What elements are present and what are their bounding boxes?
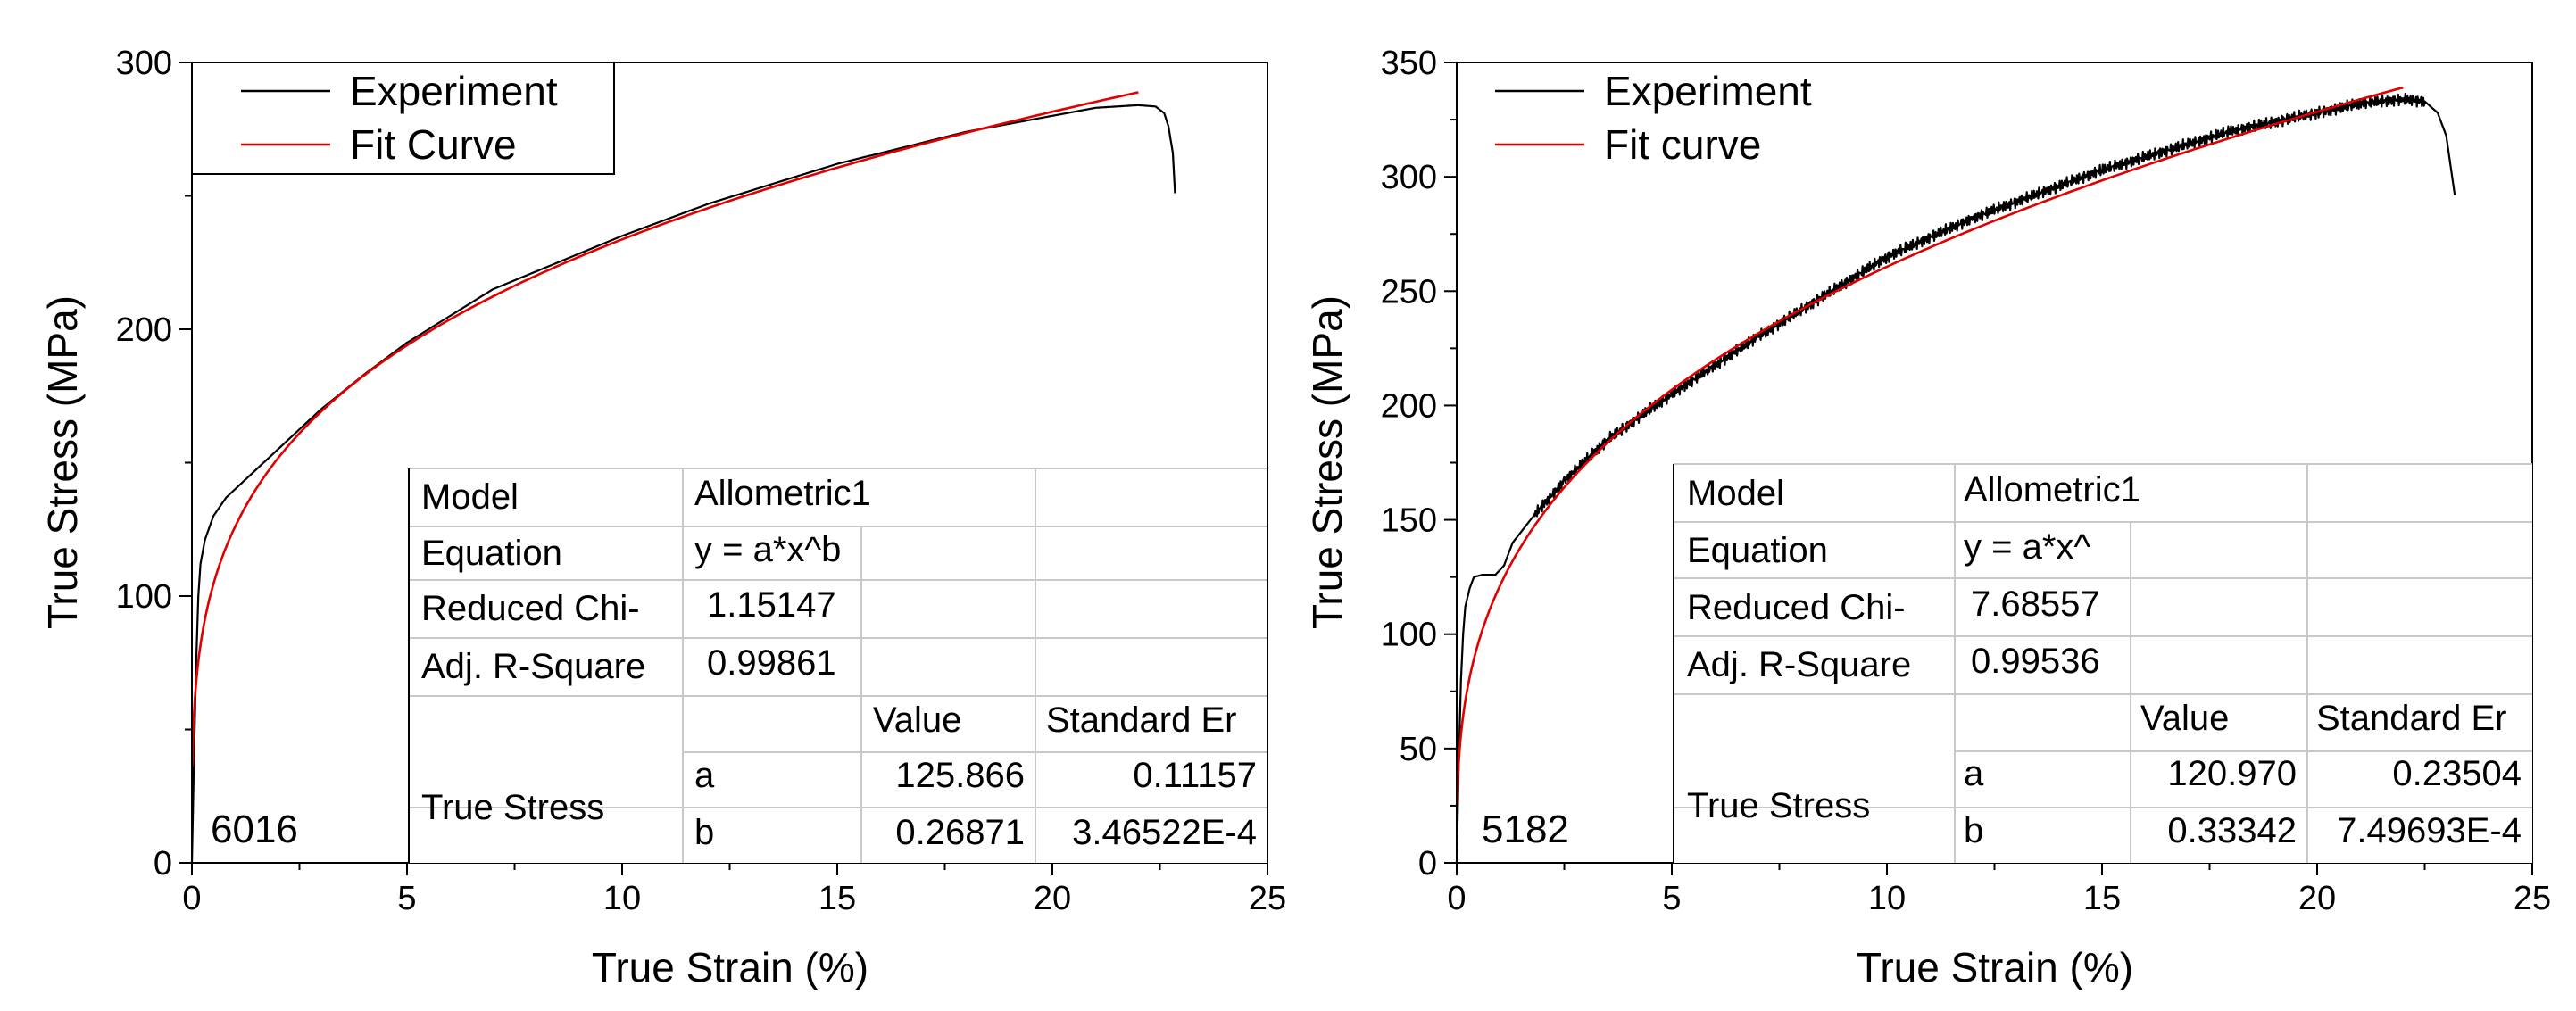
fit-param-b-value: 0.33342 [2167, 811, 2297, 850]
fit-param-b-name: b [1964, 811, 1983, 850]
sample-label: 5182 [1482, 808, 1569, 851]
y-tick-label: 0 [1418, 845, 1437, 883]
fit-model-label: Model [1687, 474, 1784, 513]
x-tick-label: 5 [397, 880, 416, 917]
x-tick-label: 20 [1034, 880, 1071, 917]
fit-group-label: True Stress [421, 788, 604, 827]
fit-model-value: Allometric1 [1964, 470, 2140, 510]
x-axis-title: True Strain (%) [592, 944, 868, 990]
y-tick-label: 200 [1381, 387, 1437, 425]
fit-rsq-label: Adj. R-Square [421, 647, 645, 686]
y-tick-label: 0 [154, 845, 172, 883]
chart-right: 0510152025050100150200250300350 Experime… [1304, 45, 2551, 990]
fit-stderr-header: Standard Er [2316, 699, 2506, 738]
x-tick-label: 25 [1249, 880, 1286, 917]
fit-value-header: Value [873, 700, 961, 740]
fit-chi-value: 7.68557 [1971, 584, 2100, 624]
x-tick-label: 10 [1868, 880, 1906, 917]
fit-equation-value: y = a*x^ [1964, 527, 2090, 567]
x-tick-label: 25 [2514, 880, 2551, 917]
y-tick-label: 300 [1381, 159, 1437, 196]
x-axis-title: True Strain (%) [1857, 944, 2133, 990]
y-tick-label: 350 [1381, 45, 1437, 82]
x-tick-label: 15 [819, 880, 856, 917]
fit-equation-label: Equation [1687, 531, 1828, 570]
y-axis-title: True Stress (MPa) [39, 295, 86, 629]
fit-equation-label: Equation [421, 534, 562, 573]
y-axis-title: True Stress (MPa) [1304, 295, 1350, 629]
fit-param-b-stderr: 7.49693E-4 [2337, 811, 2522, 850]
fit-chi-label: Reduced Chi- [421, 589, 640, 628]
x-tick-label: 0 [182, 880, 201, 917]
legend-label-experiment: Experiment [1604, 68, 1812, 114]
y-tick-label: 200 [116, 311, 172, 349]
chart-left: 0 5 10 15 20 25 0 100 200 300 Experiment Fit Curv… [39, 45, 1286, 990]
y-tick-label: 300 [116, 45, 172, 82]
y-tick-label: 150 [1381, 502, 1437, 540]
fit-value-header: Value [2140, 699, 2229, 738]
legend-label-experiment: Experiment [350, 68, 558, 114]
fit-chi-value: 1.15147 [707, 585, 836, 625]
x-tick-label: 20 [2298, 880, 2336, 917]
fit-model-value: Allometric1 [694, 474, 871, 513]
x-tick-label: 10 [603, 880, 641, 917]
y-tick-label: 100 [1381, 617, 1437, 654]
y-tick-label: 100 [116, 578, 172, 616]
fit-table: Model Allometric1 Equation y = a*x^b Red… [409, 468, 1267, 863]
fit-param-b-name: b [694, 813, 714, 852]
fit-chi-label: Reduced Chi- [1687, 588, 1906, 627]
legend-label-fit: Fit curve [1604, 121, 1761, 168]
fit-param-a-name: a [1964, 754, 1984, 793]
fit-param-a-stderr: 0.11157 [1133, 756, 1257, 795]
fit-model-label: Model [421, 477, 519, 517]
y-tick-label: 250 [1381, 273, 1437, 311]
fit-group-label: True Stress [1687, 786, 1870, 825]
fit-equation-value: y = a*x^b [694, 530, 841, 569]
fit-param-a-stderr: 0.23504 [2392, 754, 2522, 793]
sample-label: 6016 [211, 808, 298, 851]
fit-rsq-value: 0.99861 [707, 643, 836, 683]
figure: 05101520250100200300 Experiment Fit Curv… [0, 0, 2576, 1011]
fit-table: Model Allometric1 Equation y = a*x^ Redu… [1674, 464, 2532, 863]
legend-label-fit: Fit Curve [350, 121, 517, 168]
y-tick-label: 50 [1400, 731, 1437, 768]
legend: Experiment Fit Curve [192, 62, 614, 174]
x-tick-label: 5 [1662, 880, 1681, 917]
fit-rsq-value: 0.99536 [1971, 642, 2100, 681]
fit-param-a-value: 125.866 [895, 756, 1025, 795]
fit-param-b-value: 0.26871 [895, 813, 1025, 852]
fit-param-a-value: 120.970 [2167, 754, 2297, 793]
fit-rsq-label: Adj. R-Square [1687, 645, 1911, 684]
fit-stderr-header: Standard Er [1046, 700, 1236, 740]
x-tick-label: 15 [2083, 880, 2121, 917]
fit-param-a-name: a [694, 756, 715, 795]
fit-param-b-stderr: 3.46522E-4 [1072, 813, 1257, 852]
x-tick-label: 0 [1447, 880, 1466, 917]
